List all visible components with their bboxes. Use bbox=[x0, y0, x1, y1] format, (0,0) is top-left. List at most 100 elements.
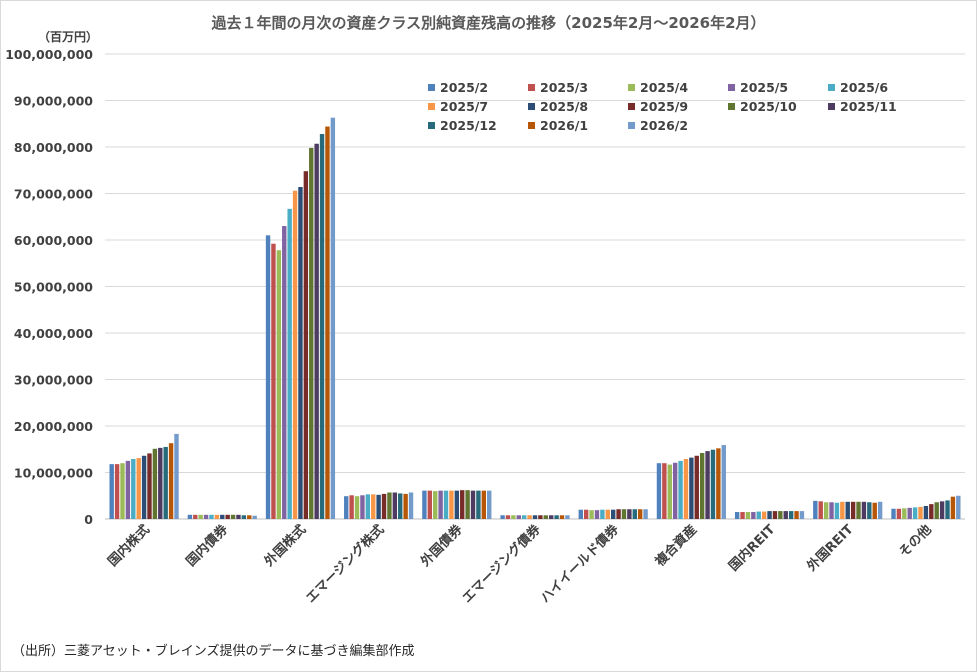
bar bbox=[945, 500, 950, 519]
bar bbox=[265, 235, 271, 519]
bar bbox=[230, 514, 236, 519]
bar bbox=[554, 515, 559, 519]
source-note: （出所）三菱アセット・ブレインズ提供のデータに基づき編集部作成 bbox=[12, 644, 415, 659]
bar bbox=[476, 490, 481, 519]
bar bbox=[923, 505, 929, 519]
bar bbox=[627, 509, 632, 519]
bar bbox=[422, 490, 427, 519]
bar bbox=[365, 494, 371, 519]
bar bbox=[538, 515, 543, 519]
bar bbox=[252, 515, 257, 519]
bar bbox=[850, 501, 856, 519]
bar bbox=[710, 449, 716, 519]
legend-label: 2025/7 bbox=[440, 99, 488, 114]
bar bbox=[856, 501, 861, 519]
bar bbox=[381, 493, 387, 519]
legend-label: 2026/1 bbox=[540, 118, 588, 133]
bar bbox=[689, 457, 694, 519]
bar bbox=[141, 455, 147, 519]
bar bbox=[745, 512, 751, 519]
bar bbox=[314, 143, 319, 519]
chart-title: 過去１年間の月次の資産クラス別純資産残高の推移（2025年2月～2026年2月） bbox=[211, 14, 766, 32]
bar bbox=[902, 508, 907, 519]
bar bbox=[344, 496, 349, 519]
bar bbox=[120, 463, 125, 519]
y-tick-label: 0 bbox=[84, 512, 93, 527]
bar bbox=[840, 501, 845, 519]
bar bbox=[465, 490, 470, 519]
bar bbox=[427, 490, 433, 519]
bar bbox=[516, 515, 521, 519]
bar bbox=[303, 171, 309, 519]
bar bbox=[247, 515, 252, 519]
bar bbox=[867, 502, 872, 519]
bar bbox=[678, 460, 683, 519]
bar bbox=[460, 490, 465, 519]
x-tick-label: その他 bbox=[896, 522, 935, 561]
bar bbox=[136, 458, 141, 519]
legend-swatch bbox=[728, 84, 735, 91]
bar bbox=[813, 500, 818, 519]
bar bbox=[934, 502, 939, 519]
x-tick-label: ハイイールド債券 bbox=[537, 521, 622, 606]
bar bbox=[282, 226, 287, 520]
bar bbox=[845, 501, 850, 519]
legend-swatch bbox=[528, 103, 535, 110]
bar bbox=[174, 433, 179, 519]
bar bbox=[500, 515, 505, 519]
bar bbox=[767, 511, 772, 519]
bar bbox=[398, 493, 403, 519]
legend-swatch bbox=[528, 84, 535, 91]
legend-swatch bbox=[628, 103, 635, 110]
legend-label: 2025/6 bbox=[840, 80, 888, 95]
bar bbox=[829, 502, 834, 519]
bar bbox=[371, 494, 376, 519]
bar bbox=[449, 490, 454, 519]
bar bbox=[158, 447, 163, 519]
bar bbox=[152, 448, 158, 519]
bar bbox=[667, 464, 672, 519]
bar bbox=[292, 190, 298, 519]
bar bbox=[656, 463, 662, 519]
bar bbox=[287, 208, 292, 519]
bar bbox=[271, 243, 276, 519]
bar bbox=[799, 511, 805, 519]
legend-label: 2026/2 bbox=[640, 118, 688, 133]
bar bbox=[131, 459, 136, 519]
bar bbox=[354, 496, 360, 519]
y-tick-label: 10,000,000 bbox=[14, 466, 93, 481]
bar bbox=[565, 515, 570, 519]
bar bbox=[187, 514, 193, 519]
bar bbox=[699, 452, 705, 519]
bar bbox=[408, 492, 414, 519]
bar bbox=[470, 490, 476, 519]
bar bbox=[309, 147, 314, 519]
bar bbox=[600, 509, 605, 519]
bar bbox=[360, 495, 365, 519]
legend-swatch bbox=[628, 122, 635, 129]
legend-label: 2025/2 bbox=[440, 80, 488, 95]
legend-label: 2025/8 bbox=[540, 99, 588, 114]
y-tick-label: 80,000,000 bbox=[14, 140, 93, 155]
bar bbox=[643, 509, 648, 519]
bar bbox=[214, 514, 220, 519]
legend-swatch bbox=[828, 103, 835, 110]
bar bbox=[621, 509, 627, 519]
bar bbox=[761, 511, 767, 519]
bar bbox=[662, 463, 667, 519]
legend-label: 2025/4 bbox=[640, 80, 688, 95]
x-tick-label: 国内REIT bbox=[726, 521, 779, 574]
bar bbox=[376, 494, 381, 519]
bar bbox=[147, 453, 152, 519]
y-tick-label: 50,000,000 bbox=[14, 280, 93, 295]
bar bbox=[740, 512, 745, 519]
legend-label: 2025/3 bbox=[540, 80, 588, 95]
bar bbox=[778, 511, 783, 519]
x-tick-label: 外国株式 bbox=[260, 522, 309, 571]
bar bbox=[637, 509, 643, 519]
bar bbox=[241, 515, 247, 519]
bar bbox=[589, 510, 594, 519]
legend-swatch bbox=[628, 84, 635, 91]
bar bbox=[198, 514, 203, 519]
bar bbox=[705, 451, 710, 519]
